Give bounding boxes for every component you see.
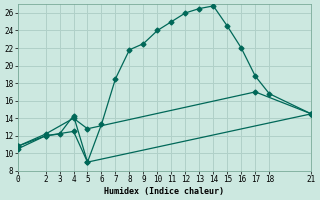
X-axis label: Humidex (Indice chaleur): Humidex (Indice chaleur) (104, 187, 224, 196)
